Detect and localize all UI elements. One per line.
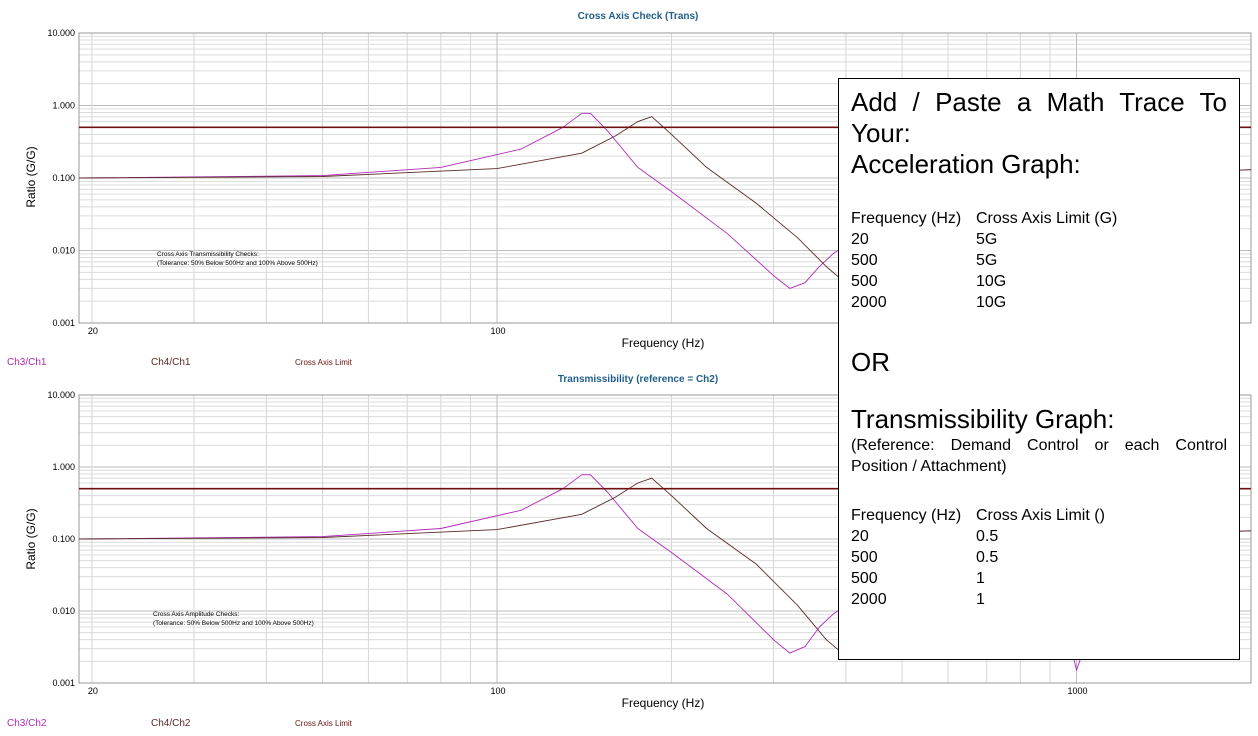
transmissibility-limit-table: Frequency (Hz) Cross Axis Limit () 20 0.… <box>851 505 1227 610</box>
y-tick-label: 0.001 <box>52 678 75 688</box>
table-cell: 10G <box>976 294 1007 311</box>
table-cell: 10G <box>976 273 1007 290</box>
reference-note: (Reference: Demand Control or each Contr… <box>851 437 1227 475</box>
table-cell: 5G <box>976 231 998 248</box>
y-tick-label: 1.000 <box>52 462 75 472</box>
table-header: Frequency (Hz) Cross Axis Limit (G) <box>851 208 1227 229</box>
transmissibility-heading: Transmissibility Graph: <box>851 404 1115 434</box>
table-header-cell: Cross Axis Limit () <box>976 507 1105 524</box>
annotation-line-1: Cross Axis Amplitude Checks: <box>153 611 240 618</box>
table-cell: 500 <box>851 549 878 566</box>
x-tick-label: 100 <box>490 326 505 336</box>
chart-title: Cross Axis Check (Trans) <box>578 11 699 22</box>
table-cell: 500 <box>851 273 878 290</box>
y-tick-label: 0.100 <box>52 534 75 544</box>
table-cell: 1 <box>976 591 985 608</box>
table-header-cell: Frequency (Hz) <box>851 210 962 227</box>
table-header: Frequency (Hz) Cross Axis Limit () <box>851 505 1227 526</box>
x-tick-label: 20 <box>88 686 98 696</box>
table-cell: 500 <box>851 570 878 587</box>
legend-item-cross-axis-limit[interactable]: Cross Axis Limit <box>295 358 352 367</box>
annotation-line-2: (Tolerance: 50% Below 500Hz and 100% Abo… <box>153 620 314 627</box>
table-row: 500 0.5 <box>851 547 1227 568</box>
y-tick-label: 10.000 <box>47 28 75 38</box>
table-cell: 0.5 <box>976 528 999 545</box>
y-tick-label: 0.010 <box>52 246 75 256</box>
table-cell: 20 <box>851 231 869 248</box>
table-cell: 500 <box>851 252 878 269</box>
legend-item-cross-axis-limit[interactable]: Cross Axis Limit <box>295 719 352 728</box>
table-cell: 5G <box>976 252 998 269</box>
x-axis-label: Frequency (Hz) <box>622 696 705 710</box>
acceleration-heading: Acceleration Graph: <box>851 149 1081 179</box>
instruction-heading: Add / Paste a Math Trace To Your: <box>851 87 1227 148</box>
legend-item-ch4-ch1[interactable]: Ch4/Ch1 <box>151 357 191 368</box>
table-row: 20 0.5 <box>851 526 1227 547</box>
y-tick-label: 0.001 <box>52 318 75 328</box>
table-cell: 2000 <box>851 294 887 311</box>
table-cell: 2000 <box>851 591 887 608</box>
acceleration-limit-table: Frequency (Hz) Cross Axis Limit (G) 20 5… <box>851 208 1227 313</box>
y-tick-label: 10.000 <box>47 390 75 400</box>
y-tick-label: 0.010 <box>52 606 75 616</box>
legend-item-ch3-ch2[interactable]: Ch3/Ch2 <box>7 718 47 729</box>
x-axis-label: Frequency (Hz) <box>622 336 705 350</box>
or-text: OR <box>851 347 890 377</box>
y-tick-label: 1.000 <box>52 101 75 111</box>
instruction-box: Add / Paste a Math Trace To Your: Accele… <box>838 78 1240 660</box>
legend-item-ch3-ch1[interactable]: Ch3/Ch1 <box>7 357 47 368</box>
series-line-ch3-ch2 <box>78 474 1252 671</box>
table-cell: 0.5 <box>976 549 999 566</box>
table-cell: 1 <box>976 570 985 587</box>
table-row: 20 5G <box>851 229 1227 250</box>
table-row: 500 10G <box>851 271 1227 292</box>
annotation-line-2: (Tolerance: 50% Below 500Hz and 100% Abo… <box>157 260 318 267</box>
annotation-line-1: Cross Axis Transmissibility Checks: <box>157 251 259 258</box>
x-tick-label: 100 <box>490 686 505 696</box>
table-cell: 20 <box>851 528 869 545</box>
table-row: 2000 1 <box>851 589 1227 610</box>
table-row: 2000 10G <box>851 292 1227 313</box>
chart-title: Transmissibility (reference = Ch2) <box>558 374 718 385</box>
x-tick-label: 1000 <box>1068 686 1088 696</box>
x-tick-label: 20 <box>88 326 98 336</box>
table-header-cell: Cross Axis Limit (G) <box>976 210 1118 227</box>
y-axis-label: Ratio (G/G) <box>24 146 38 207</box>
y-tick-label: 0.100 <box>52 173 75 183</box>
legend-item-ch4-ch2[interactable]: Ch4/Ch2 <box>151 718 191 729</box>
table-header-cell: Frequency (Hz) <box>851 507 962 524</box>
table-row: 500 1 <box>851 568 1227 589</box>
table-row: 500 5G <box>851 250 1227 271</box>
y-axis-label: Ratio (G/G) <box>24 508 38 569</box>
